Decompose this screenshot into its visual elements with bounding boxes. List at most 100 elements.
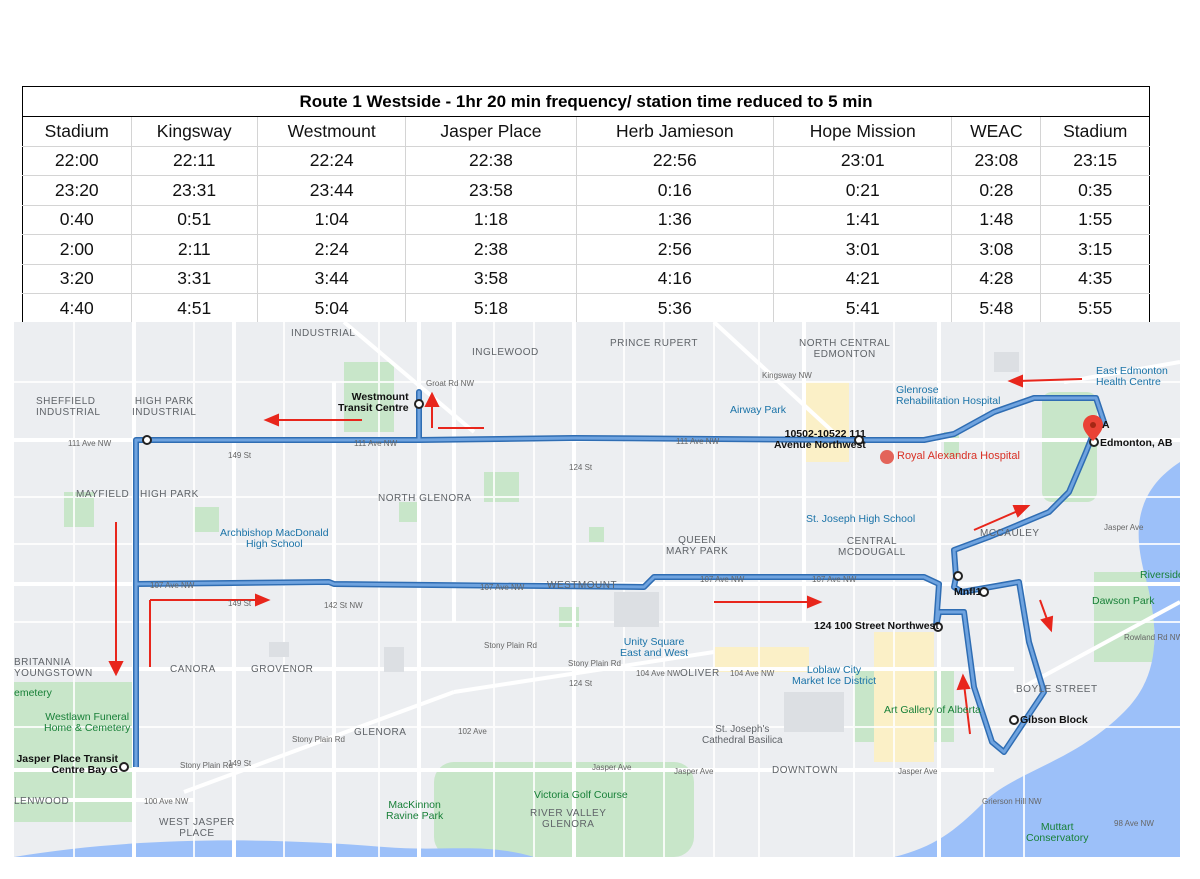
schedule-cell: 22:38 — [405, 145, 576, 176]
poi-label[interactable]: Glenrose Rehabilitation Hospital — [896, 384, 1001, 407]
station-header: Kingsway — [130, 116, 258, 146]
poi-label[interactable]: Airway Park — [730, 404, 787, 416]
stop-label[interactable]: Gibson Block — [1020, 714, 1088, 726]
poi-label[interactable]: East Edmonton Health Centre — [1096, 365, 1168, 388]
schedule-cell: 0:16 — [575, 175, 774, 205]
schedule-cell: 2:24 — [256, 234, 406, 264]
area-label: HIGH PARK — [140, 489, 199, 500]
stop-marker — [933, 622, 943, 632]
schedule-row: 0:40 0:51 1:04 1:18 1:36 1:41 1:48 1:55 — [22, 204, 1150, 235]
schedule-cell: 1:36 — [575, 204, 774, 235]
schedule-cell: 23:20 — [22, 175, 132, 205]
schedule-cell: 1:55 — [1040, 204, 1150, 235]
road-label: Rowland Rd NW — [1124, 633, 1180, 642]
road-label: Jasper Ave — [898, 767, 938, 776]
station-header: WEAC — [951, 116, 1041, 146]
schedule-cell: 1:48 — [951, 204, 1041, 235]
schedule-cell: 0:21 — [773, 175, 952, 205]
schedule-cell: 23:01 — [773, 145, 952, 176]
poi-label[interactable]: Muttart Conservatory — [1026, 821, 1089, 844]
station-header: Stadium — [1040, 116, 1150, 146]
poi-label[interactable]: MacKinnon Ravine Park — [386, 799, 444, 822]
road-label: 111 Ave NW — [354, 439, 398, 448]
area-label: NORTH GLENORA — [378, 493, 472, 504]
area-label: WESTMOUNT — [547, 580, 618, 591]
schedule-cell: 3:44 — [256, 263, 406, 294]
area-label: MCCAULEY — [980, 528, 1040, 539]
area-label: PRINCE RUPERT — [610, 338, 698, 349]
area-label: RIVER VALLEY GLENORA — [530, 808, 607, 830]
area-label: SHEFFIELD INDUSTRIAL — [36, 396, 101, 418]
schedule-cell: 2:38 — [405, 234, 576, 264]
schedule-cell: 0:35 — [1040, 175, 1150, 205]
schedule-title: Route 1 Westside - 1hr 20 min frequency/… — [22, 86, 1150, 117]
poi-label[interactable]: Westlawn Funeral Home & Cemetery — [44, 711, 131, 734]
road-label: 107 Ave NW — [480, 583, 525, 592]
poi-label[interactable]: St. Joseph High School — [806, 513, 916, 525]
stop-label[interactable]: Edmonton, AB — [1100, 437, 1173, 449]
road-label: Grierson Hill NW — [982, 797, 1042, 806]
road-label: 104 Ave NW — [636, 669, 681, 678]
road-label: 102 Ave — [458, 727, 487, 736]
area-label: INGLEWOOD — [472, 347, 539, 358]
road-label: 142 St NW — [324, 601, 363, 610]
poi-label[interactable]: Victoria Golf Course — [534, 789, 628, 801]
stop-label[interactable]: A — [1102, 419, 1110, 431]
stop-label[interactable]: Jasper Place Transit Centre Bay G — [16, 753, 118, 776]
schedule-cell: 22:56 — [575, 145, 774, 176]
area-label: HIGH PARK INDUSTRIAL — [132, 396, 197, 418]
river — [894, 462, 1180, 857]
park-ravine — [434, 762, 694, 857]
area-label: GLENORA — [354, 727, 407, 738]
schedule-cell: 3:15 — [1040, 234, 1150, 264]
poi-label[interactable]: Art Gallery of Alberta — [884, 704, 981, 716]
schedule-cell: 4:28 — [951, 263, 1041, 294]
stop-label[interactable]: Mnfl1 — [954, 586, 982, 598]
poi-label[interactable]: Royal Alexandra Hospital — [897, 450, 1020, 462]
schedule-cell: 4:35 — [1040, 263, 1150, 294]
poi-label[interactable]: St. Joseph's Cathedral Basilica — [702, 724, 783, 746]
road-label: 100 Ave NW — [144, 797, 189, 806]
schedule-cell: 3:08 — [951, 234, 1041, 264]
stop-label[interactable]: Westmount Transit Centre — [338, 391, 409, 414]
poi-label[interactable]: Riverside — [1140, 569, 1180, 581]
stop-label[interactable]: 10502-10522 111 Avenue Northwest — [774, 428, 866, 451]
poi-label[interactable]: emetery — [14, 687, 52, 699]
route-map[interactable]: INDUSTRIAL INGLEWOOD PRINCE RUPERT NORTH… — [14, 322, 1180, 857]
road-label: 149 St — [228, 599, 252, 608]
area-label: WEST JASPER PLACE — [159, 817, 235, 839]
schedule-cell: 1:18 — [405, 204, 576, 235]
schedule-table: Route 1 Westside - 1hr 20 min frequency/… — [22, 86, 1150, 324]
stop-marker — [142, 435, 152, 445]
road-label: Groat Rd NW — [426, 379, 475, 388]
area-label: LENWOOD — [14, 796, 70, 807]
road-label: Stony Plain Rd — [484, 641, 537, 650]
schedule-cell: 4:51 — [130, 293, 258, 323]
schedule-cell: 23:44 — [256, 175, 406, 205]
area-label: QUEEN MARY PARK — [666, 535, 729, 557]
stop-label[interactable]: 124 100 Street Northwest — [814, 620, 939, 632]
schedule-cell: 4:21 — [773, 263, 952, 294]
schedule-row: 3:20 3:31 3:44 3:58 4:16 4:21 4:28 4:35 — [22, 263, 1150, 294]
area-label: OLIVER — [680, 668, 720, 679]
schedule-cell: 3:58 — [405, 263, 576, 294]
poi-label[interactable]: Dawson Park — [1092, 595, 1155, 607]
road-label: 149 St — [228, 451, 252, 460]
road-label: 111 Ave NW — [676, 437, 720, 446]
schedule-cell: 5:41 — [773, 293, 952, 323]
station-header: Westmount — [256, 116, 406, 146]
stop-marker — [979, 587, 989, 597]
schedule-cell: 23:58 — [405, 175, 576, 205]
station-header: Stadium — [44, 120, 109, 141]
schedule-cell: 0:51 — [130, 204, 258, 235]
poi-label[interactable]: Loblaw City Market Ice District — [792, 664, 877, 687]
road-label: 98 Ave NW — [1114, 819, 1154, 828]
poi-label[interactable]: Unity Square East and West — [620, 636, 689, 659]
schedule-cell: 0:28 — [951, 175, 1041, 205]
schedule-row: 2:00 2:11 2:24 2:38 2:56 3:01 3:08 3:15 — [22, 234, 1150, 264]
road-label: 107 Ave NW — [150, 581, 195, 590]
poi-label[interactable]: Archbishop MacDonald High School — [220, 527, 329, 550]
area-label: BRITANNIA YOUNGSTOWN — [14, 657, 93, 679]
schedule-cell: 1:04 — [256, 204, 406, 235]
stop-marker — [414, 399, 424, 409]
